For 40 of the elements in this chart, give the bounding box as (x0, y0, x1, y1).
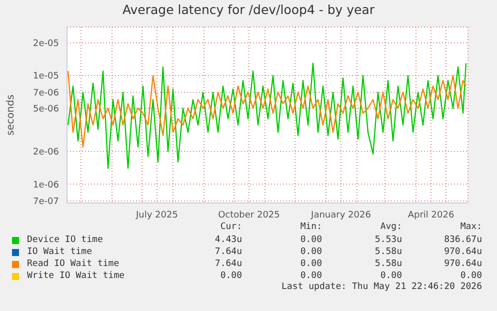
x-tick-label: April 2026 (408, 210, 454, 220)
text: 0.00 (379, 271, 402, 281)
y-tick-label: 2e-06 (33, 148, 60, 158)
text: 5.53u (374, 235, 402, 245)
y-tick-label: 5e-06 (33, 104, 60, 114)
chart-title: Average latency for /dev/loop4 - by year (121, 2, 376, 17)
text: 5.58u (374, 259, 402, 269)
x-tick-label: July 2025 (135, 210, 178, 220)
line-series (67, 62, 467, 169)
text: 7.64u (214, 259, 242, 269)
x-tick-label: October 2025 (218, 210, 280, 220)
y-tick-label: 7e-06 (33, 88, 60, 99)
legend-label: Write IO Wait time (26, 271, 126, 281)
text: 970.64u (443, 259, 482, 269)
legend-label: Device IO time (26, 235, 104, 245)
text: 836.67u (443, 235, 482, 245)
text: 0.00 (299, 235, 322, 245)
text: 4.43u (214, 235, 242, 245)
text: Last update: Thu May 21 22:46:20 2026 (280, 282, 482, 294)
text: Max: (459, 222, 482, 234)
text: Min: (299, 222, 322, 234)
text: 970.64u (443, 247, 482, 257)
text: 0.00 (459, 271, 482, 281)
y-tick-label: 1e-05 (33, 72, 59, 82)
y-tick-label: 7e-07 (33, 197, 59, 208)
text: 5.58u (374, 247, 402, 257)
text: 0.00 (299, 247, 322, 257)
text: 7.64u (214, 247, 242, 257)
text: 0.00 (299, 271, 322, 281)
line-series (67, 70, 467, 148)
text: Cur: (219, 222, 242, 234)
legend-label: IO Wait time (26, 247, 94, 257)
text: 0.00 (299, 259, 322, 269)
x-tick-label: January 2026 (310, 210, 372, 220)
text: 0.00 (219, 271, 242, 281)
text: Avg: (379, 222, 402, 234)
legend-label: Read IO Wait time (26, 259, 120, 269)
y-tick-label: 1e-06 (33, 180, 60, 190)
y-axis-title: seconds (6, 94, 17, 136)
y-tick-label: 2e-05 (33, 39, 59, 50)
